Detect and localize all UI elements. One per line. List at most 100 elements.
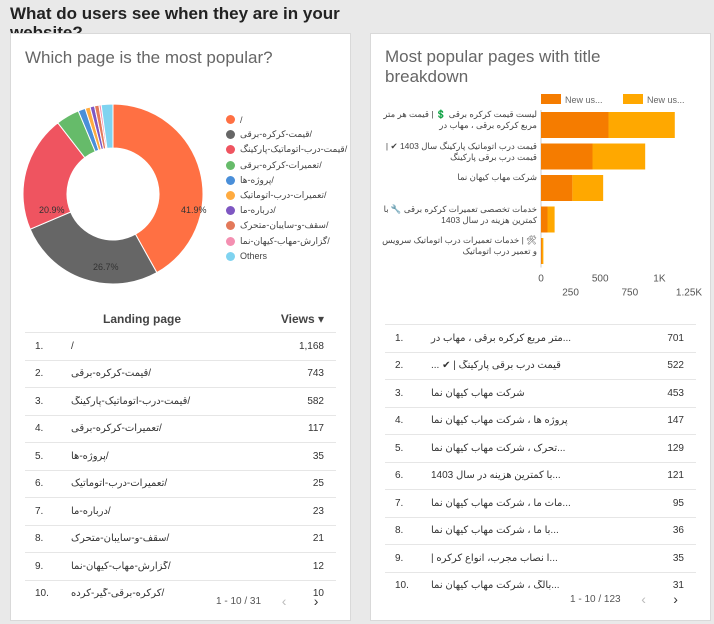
legend-item[interactable]: /قیمت-درب-اتوماتیک-پارکینگ [226,142,347,157]
legend-label: /سقف-و-سایبان-متحرک [240,220,329,231]
table-row[interactable]: 2. قیمت درب برقی پارکینگ | ✔ ... 522 [385,351,696,380]
legend-label: /تعمیرات-درب-اتوماتیک [240,190,327,201]
legend-item[interactable]: /درباره-ما [226,203,346,218]
row-views: 129 [667,442,684,454]
bar-segment[interactable] [541,206,548,233]
legend-swatch [226,251,235,261]
legend-swatch [226,206,235,216]
row-number: 1. [35,340,44,352]
pie-slice-label: 41.9% [181,205,207,215]
legend-item[interactable]: /قیمت-کرکره-برقی [226,127,346,142]
row-number: 2. [395,360,404,372]
row-views: 95 [672,497,684,509]
bar-segment[interactable] [572,175,604,201]
pie-legend: / /قیمت-کرکره-برقی/قیمت-درب-اتوماتیک-پارک… [226,112,347,264]
legend-swatch [226,191,235,201]
bar-segment[interactable] [541,112,609,138]
table-row[interactable]: 9. ...ا نصاب مجرب، انواع کرکره | 35 [385,544,696,572]
x-tick-label: 0 [538,274,544,285]
bar-segment[interactable] [541,238,544,264]
table-row[interactable]: 8. ...با ما ، شرکت مهاب کیهان نما 36 [385,516,696,545]
bar-category-label: لیست قیمت کرکره برقی 💲 | قیمت هر متر مرب… [383,109,537,130]
table-row[interactable]: 5. ...تحرک ، شرکت مهاب کیهان نما 129 [385,434,696,462]
table-row[interactable]: 10. ...بالگ ، شرکت مهاب کیهان نما 31 [385,571,696,600]
bar-segment[interactable] [541,143,593,170]
pie-chart[interactable]: 41.9% 26.7% 20.9% [11,92,211,302]
x-tick-label: 500 [592,274,609,285]
pie-slice[interactable] [29,211,158,285]
prev-page-icon[interactable]: ‹ [641,591,646,607]
table-row[interactable]: 1. ...متر مربع کرکره برقی ، مهاب در 701 [385,324,696,352]
bar-segment[interactable] [547,206,555,233]
row-views: 25 [312,478,324,490]
col-header-landing-page[interactable]: Landing page [103,312,181,326]
table-row[interactable]: 9. /گزارش-مهاب-کیهان-نما 12 [25,552,336,580]
legend-label: /گزارش-مهاب-کیهان-نما [240,235,330,246]
table-row[interactable]: 1. / 1,168 [25,332,336,360]
row-number: 10. [395,580,409,592]
pie-slice[interactable] [112,103,204,274]
bar-category-label: شرکت مهاب کیهان نما [457,172,537,182]
row-page: پروژه ها ، شرکت مهاب کیهان نما [431,415,568,427]
table-row[interactable]: 4. پروژه ها ، شرکت مهاب کیهان نما 147 [385,406,696,435]
legend-item[interactable]: /تعمیرات-درب-اتوماتیک [226,188,346,203]
table-row[interactable]: 8. /سقف-و-سایبان-متحرک 21 [25,524,336,553]
col-header-views[interactable]: Views ▾ [280,312,324,326]
bar-segment[interactable] [541,238,542,264]
legend-item[interactable]: /تعمیرات-کرکره-برقی [226,158,346,173]
row-page: ...مات ما ، شرکت مهاب کیهان نما [431,497,571,509]
table-row[interactable]: 3. شرکت مهاب کیهان نما 453 [385,379,696,407]
stacked-bar-chart[interactable]: New us... New us... لیست قیمت کرکره برقی 💲… [371,90,712,310]
legend-swatch [226,175,235,185]
next-page-icon[interactable]: › [673,591,678,607]
row-page: /سقف-و-سایبان-متحرک [71,533,170,545]
row-page: /کرکره-برقی-گیر-کرده [71,588,165,600]
row-views: 35 [312,450,324,462]
table-row[interactable]: 6. ...با کمترین هزینه در سال 1403 121 [385,461,696,490]
legend-item[interactable]: /سقف-و-سایبان-متحرک [226,218,346,233]
row-page: قیمت درب برقی پارکینگ | ✔ ... [431,360,561,372]
row-views: 23 [312,505,324,517]
row-page: ...با ما ، شرکت مهاب کیهان نما [431,525,559,537]
row-views: 453 [667,387,684,399]
legend-item[interactable]: /گزارش-مهاب-کیهان-نما [226,234,346,249]
table-row[interactable]: 5. /پروژه-ها 35 [25,442,336,470]
bar-segment[interactable] [592,143,646,170]
row-views: 117 [308,423,324,435]
table-row[interactable]: 7. ...مات ما ، شرکت مهاب کیهان نما 95 [385,489,696,517]
row-number: 8. [395,525,404,537]
bar-category-label: خدمات تخصصی تعمیرات کرکره برقی 🔧 با کمتر… [383,203,537,225]
row-page: /تعمیرات-کرکره-برقی [71,423,162,435]
pie-slice[interactable] [100,103,114,149]
bar-legend-swatch [541,94,561,104]
row-views: 36 [672,525,684,537]
row-views: 522 [667,360,684,372]
table-row[interactable]: 7. /درباره-ما 23 [25,497,336,525]
row-page: ...ا نصاب مجرب، انواع کرکره | [431,552,558,564]
bar-segment[interactable] [541,175,573,201]
legend-label: /پروژه-ها [240,174,274,185]
pagination-label: 1 - 10 / 31 [216,595,262,607]
row-number: 5. [35,450,44,462]
row-number: 7. [395,497,404,509]
pagination: 1 - 10 / 123 ‹ › [570,591,685,607]
card-title: Which page is the most popular? [25,48,273,67]
row-page: /پروژه-ها [71,450,109,462]
row-page: /قیمت-درب-اتوماتیک-پارکینگ [71,395,191,407]
table-row[interactable]: 2. /قیمت-کرکره-برقی 743 [25,359,336,388]
prev-page-icon[interactable]: ‹ [281,593,287,609]
row-number: 10. [35,588,49,600]
row-views: 10 [312,588,324,600]
bar-segment[interactable] [608,112,675,138]
table-row[interactable]: 6. /تعمیرات-درب-اتوماتیک 25 [25,469,336,498]
table-row[interactable]: 10. /کرکره-برقی-گیر-کرده 10 [25,579,336,608]
row-views: 21 [312,533,324,545]
table-row[interactable]: 4. /تعمیرات-کرکره-برقی 117 [25,414,336,443]
next-page-icon[interactable]: › [313,593,319,609]
table-row[interactable]: 3. /قیمت-درب-اتوماتیک-پارکینگ 582 [25,387,336,415]
popular-pages-card: Which page is the most popular? 41.9% 26.… [10,33,351,621]
legend-label: /قیمت-کرکره-برقی [240,129,313,140]
legend-item[interactable]: /پروژه-ها [226,173,346,188]
legend-item[interactable]: Others [226,249,346,264]
legend-item[interactable]: / [226,112,346,127]
